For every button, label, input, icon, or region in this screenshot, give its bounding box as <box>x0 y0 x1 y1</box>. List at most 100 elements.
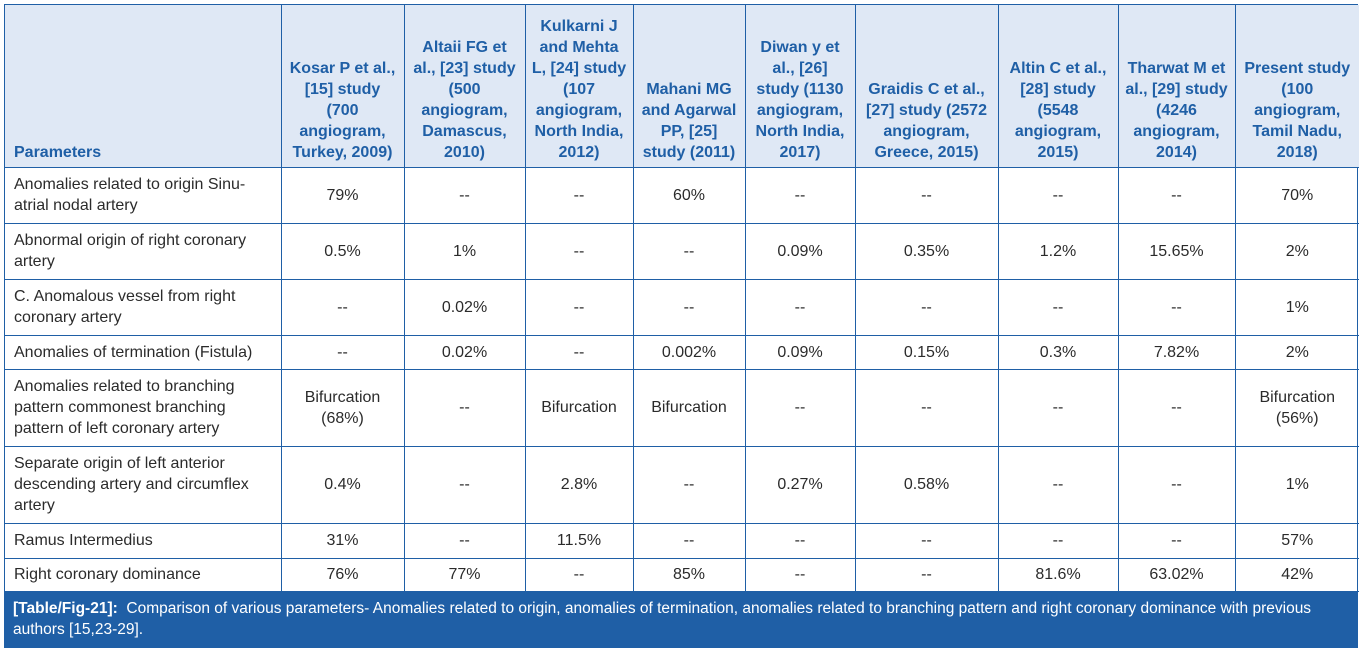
table-row: Right coronary dominance 76% 77% -- 85% … <box>5 557 1359 592</box>
table-cell: -- <box>1117 445 1236 524</box>
table-cell: 0.15% <box>854 334 999 370</box>
table-cell: -- <box>854 557 999 592</box>
column-header-altin: Altin C et al., [28] study (5548 angiogr… <box>997 5 1119 168</box>
table-cell: 57% <box>1234 522 1359 559</box>
table-cell: -- <box>632 522 746 559</box>
table-cell: 79% <box>280 166 405 224</box>
column-header-diwan: Diwan y et al., [26] study (1130 angiogr… <box>744 5 856 168</box>
table-cell: 2% <box>1234 334 1359 370</box>
table-cell: 0.09% <box>744 222 856 280</box>
column-header-kulkarni: Kulkarni J and Mehta L, [24] study (107 … <box>524 5 634 168</box>
table-cell: -- <box>632 278 746 336</box>
table-cell: -- <box>403 166 526 224</box>
table-cell: -- <box>280 334 405 370</box>
table-cell: 0.02% <box>403 278 526 336</box>
table-cell: -- <box>854 278 999 336</box>
table-cell: 0.09% <box>744 334 856 370</box>
table-cell: 0.002% <box>632 334 746 370</box>
row-parameter: C. Anomalous vessel from right coronary … <box>5 278 282 336</box>
table-cell: -- <box>524 557 634 592</box>
table-cell: 0.3% <box>997 334 1119 370</box>
table-cell: -- <box>854 166 999 224</box>
column-header-graidis: Graidis C et al., [27] study (2572 angio… <box>854 5 999 168</box>
table-row: Separate origin of left anterior descend… <box>5 445 1359 524</box>
table-cell: -- <box>403 445 526 524</box>
table-cell: -- <box>1117 368 1236 447</box>
row-parameter: Anomalies related to origin Sinu-atrial … <box>5 166 282 224</box>
column-header-present-study: Present study (100 angiogram, Tamil Nadu… <box>1234 5 1359 168</box>
table-cell: 1% <box>1234 445 1359 524</box>
table-row: Abnormal origin of right coronary artery… <box>5 222 1359 280</box>
table-cell: -- <box>997 445 1119 524</box>
table-cell: 31% <box>280 522 405 559</box>
column-header-altaii: Altaii FG et al., [23] study (500 angiog… <box>403 5 526 168</box>
table-cell: -- <box>997 368 1119 447</box>
table-cell: Bifurcation (68%) <box>280 368 405 447</box>
table-cell: 76% <box>280 557 405 592</box>
table-row: Anomalies related to branching pattern c… <box>5 368 1359 447</box>
table-cell: -- <box>744 368 856 447</box>
table-cell: -- <box>854 368 999 447</box>
table-cell: 2% <box>1234 222 1359 280</box>
table-cell: 7.82% <box>1117 334 1236 370</box>
column-header-kosar: Kosar P et al., [15] study (700 angiogra… <box>280 5 405 168</box>
table-cell: 42% <box>1234 557 1359 592</box>
table-cell: 1% <box>403 222 526 280</box>
table-cell: 1.2% <box>997 222 1119 280</box>
column-header-mahani: Mahani MG and Agarwal PP, [25] study (20… <box>632 5 746 168</box>
table-cell: 1% <box>1234 278 1359 336</box>
table-cell: -- <box>524 278 634 336</box>
column-header-parameters: Parameters <box>5 5 282 168</box>
table-cell: -- <box>744 166 856 224</box>
row-parameter: Separate origin of left anterior descend… <box>5 445 282 524</box>
table-cell: 63.02% <box>1117 557 1236 592</box>
row-parameter: Ramus Intermedius <box>5 522 282 559</box>
table-cell: -- <box>524 166 634 224</box>
table-cell: 11.5% <box>524 522 634 559</box>
table-cell: -- <box>632 222 746 280</box>
table-cell: 15.65% <box>1117 222 1236 280</box>
table-cell: 70% <box>1234 166 1359 224</box>
column-header-tharwat: Tharwat M et al., [29] study (4246 angio… <box>1117 5 1236 168</box>
table-cell: -- <box>997 522 1119 559</box>
table-cell: -- <box>997 278 1119 336</box>
table-cell: 81.6% <box>997 557 1119 592</box>
table-cell: 0.5% <box>280 222 405 280</box>
row-parameter: Right coronary dominance <box>5 557 282 592</box>
row-parameter: Anomalies related to branching pattern c… <box>5 368 282 447</box>
table-cell: -- <box>1117 522 1236 559</box>
table-cell: 77% <box>403 557 526 592</box>
caption-text: Comparison of various parameters- Anomal… <box>13 599 1312 638</box>
table-cell: 0.35% <box>854 222 999 280</box>
table-cell: -- <box>997 166 1119 224</box>
table-cell: -- <box>744 278 856 336</box>
header-row: Parameters Kosar P et al., [15] study (7… <box>5 5 1359 168</box>
table-row: Anomalies of termination (Fistula) -- 0.… <box>5 334 1359 370</box>
table-cell: 0.58% <box>854 445 999 524</box>
table-cell: 0.27% <box>744 445 856 524</box>
table-row: C. Anomalous vessel from right coronary … <box>5 278 1359 336</box>
table-cell: -- <box>280 278 405 336</box>
table-cell: -- <box>524 334 634 370</box>
table-cell: Bifurcation (56%) <box>1234 368 1359 447</box>
table-cell: 0.02% <box>403 334 526 370</box>
table-cell: -- <box>1117 278 1236 336</box>
table-cell: -- <box>403 522 526 559</box>
table-cell: Bifurcation <box>524 368 634 447</box>
table-row: Anomalies related to origin Sinu-atrial … <box>5 166 1359 224</box>
table-cell: -- <box>854 522 999 559</box>
caption-label: [Table/Fig-21]: <box>13 599 118 617</box>
table-caption: [Table/Fig-21]: Comparison of various pa… <box>5 591 1357 647</box>
table-cell: -- <box>632 445 746 524</box>
comparison-table: Parameters Kosar P et al., [15] study (7… <box>5 5 1359 592</box>
row-parameter: Abnormal origin of right coronary artery <box>5 222 282 280</box>
table-cell: -- <box>744 522 856 559</box>
table-cell: -- <box>403 368 526 447</box>
table-cell: 85% <box>632 557 746 592</box>
comparison-table-figure: Parameters Kosar P et al., [15] study (7… <box>4 4 1359 648</box>
table-cell: 60% <box>632 166 746 224</box>
row-parameter: Anomalies of termination (Fistula) <box>5 334 282 370</box>
table-cell: Bifurcation <box>632 368 746 447</box>
table-cell: -- <box>1117 166 1236 224</box>
table-row: Ramus Intermedius 31% -- 11.5% -- -- -- … <box>5 522 1359 559</box>
